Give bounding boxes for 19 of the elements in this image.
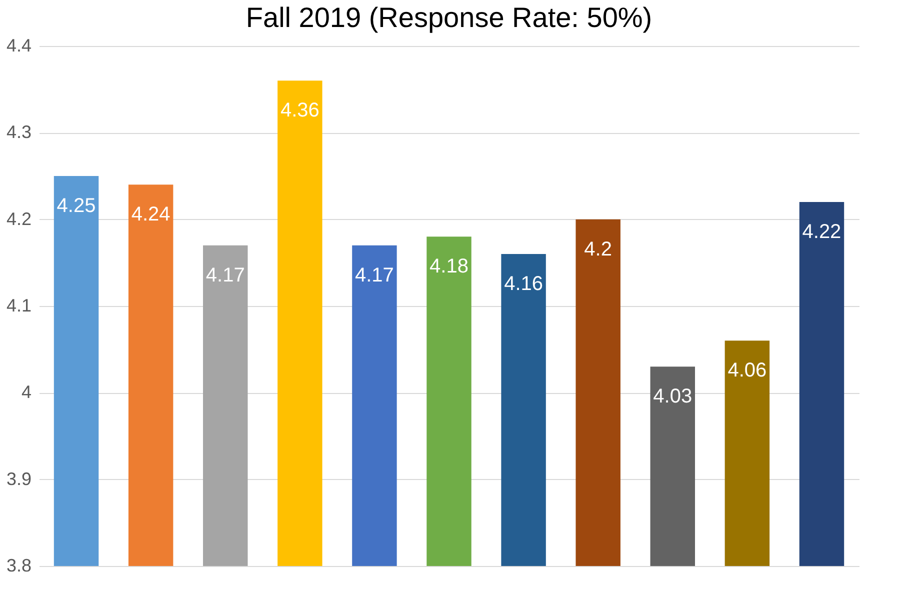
data-label: 4.24 bbox=[131, 204, 170, 226]
chart-title: Fall 2019 (Response Rate: 50%) bbox=[246, 2, 652, 33]
data-label: 4.06 bbox=[728, 360, 767, 382]
y-tick-label: 3.9 bbox=[6, 468, 32, 489]
data-label: 4.22 bbox=[802, 221, 842, 243]
data-label: 4.2 bbox=[584, 238, 612, 260]
y-tick-label: 4.4 bbox=[6, 36, 32, 56]
data-label: 4.03 bbox=[653, 386, 692, 408]
data-label: 4.17 bbox=[206, 264, 245, 286]
data-label: 4.36 bbox=[280, 100, 320, 122]
y-tick-label: 4.2 bbox=[6, 208, 32, 229]
data-label: 4.17 bbox=[354, 264, 394, 286]
y-tick-label: 4.1 bbox=[6, 296, 32, 316]
data-label: 4.18 bbox=[430, 256, 468, 278]
y-tick-label: 4.3 bbox=[6, 122, 32, 142]
data-label: 4.16 bbox=[504, 273, 544, 295]
y-tick-label: 4 bbox=[21, 382, 32, 402]
y-tick-label: 3.8 bbox=[6, 556, 32, 576]
data-label: 4.25 bbox=[56, 195, 96, 217]
